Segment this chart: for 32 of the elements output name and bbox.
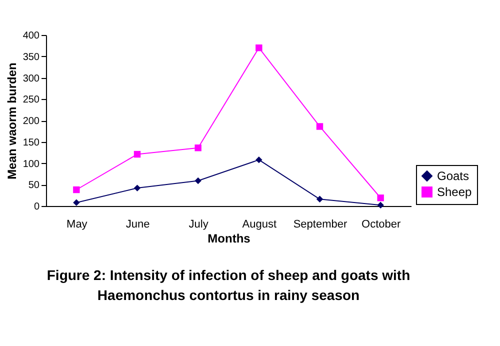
- y-tick-label: 100: [22, 158, 40, 170]
- point: [377, 202, 384, 208]
- x-tick-label: October: [362, 218, 401, 230]
- y-tick-label: 0: [34, 202, 40, 212]
- y-tick-label: 150: [22, 137, 40, 148]
- point: [73, 186, 80, 194]
- point: [256, 156, 262, 164]
- y-tick-label: 50: [28, 180, 40, 192]
- x-tick-label: August: [242, 218, 277, 230]
- y-tick-label: 350: [22, 52, 40, 63]
- x-axis-title: Months: [208, 232, 251, 246]
- x-tick-label: July: [188, 218, 209, 230]
- y-tick-label: 200: [22, 116, 40, 127]
- y-tick-label: 300: [22, 73, 40, 84]
- legend-label: Sheep: [437, 185, 472, 199]
- legend-label: Goats: [437, 169, 470, 183]
- text: Figure 2: Intensity of infection of sheep and goats with Haemonchus contortus in rainy season: [46, 267, 410, 303]
- point: [73, 199, 80, 206]
- point: [134, 184, 141, 192]
- point: [194, 144, 202, 152]
- point: [134, 150, 141, 158]
- point: [316, 196, 324, 203]
- x-tick-label: June: [126, 218, 150, 230]
- y-tick-label: 400: [22, 30, 40, 42]
- x-tick-label: May: [66, 218, 88, 230]
- point: [194, 177, 202, 184]
- point: [256, 44, 262, 52]
- y-axis-title: Mean waorm burden: [4, 62, 19, 180]
- x-tick-label: September: [293, 218, 348, 230]
- y-tick-label: 250: [22, 94, 40, 106]
- point: [377, 194, 384, 202]
- point: [316, 123, 324, 130]
